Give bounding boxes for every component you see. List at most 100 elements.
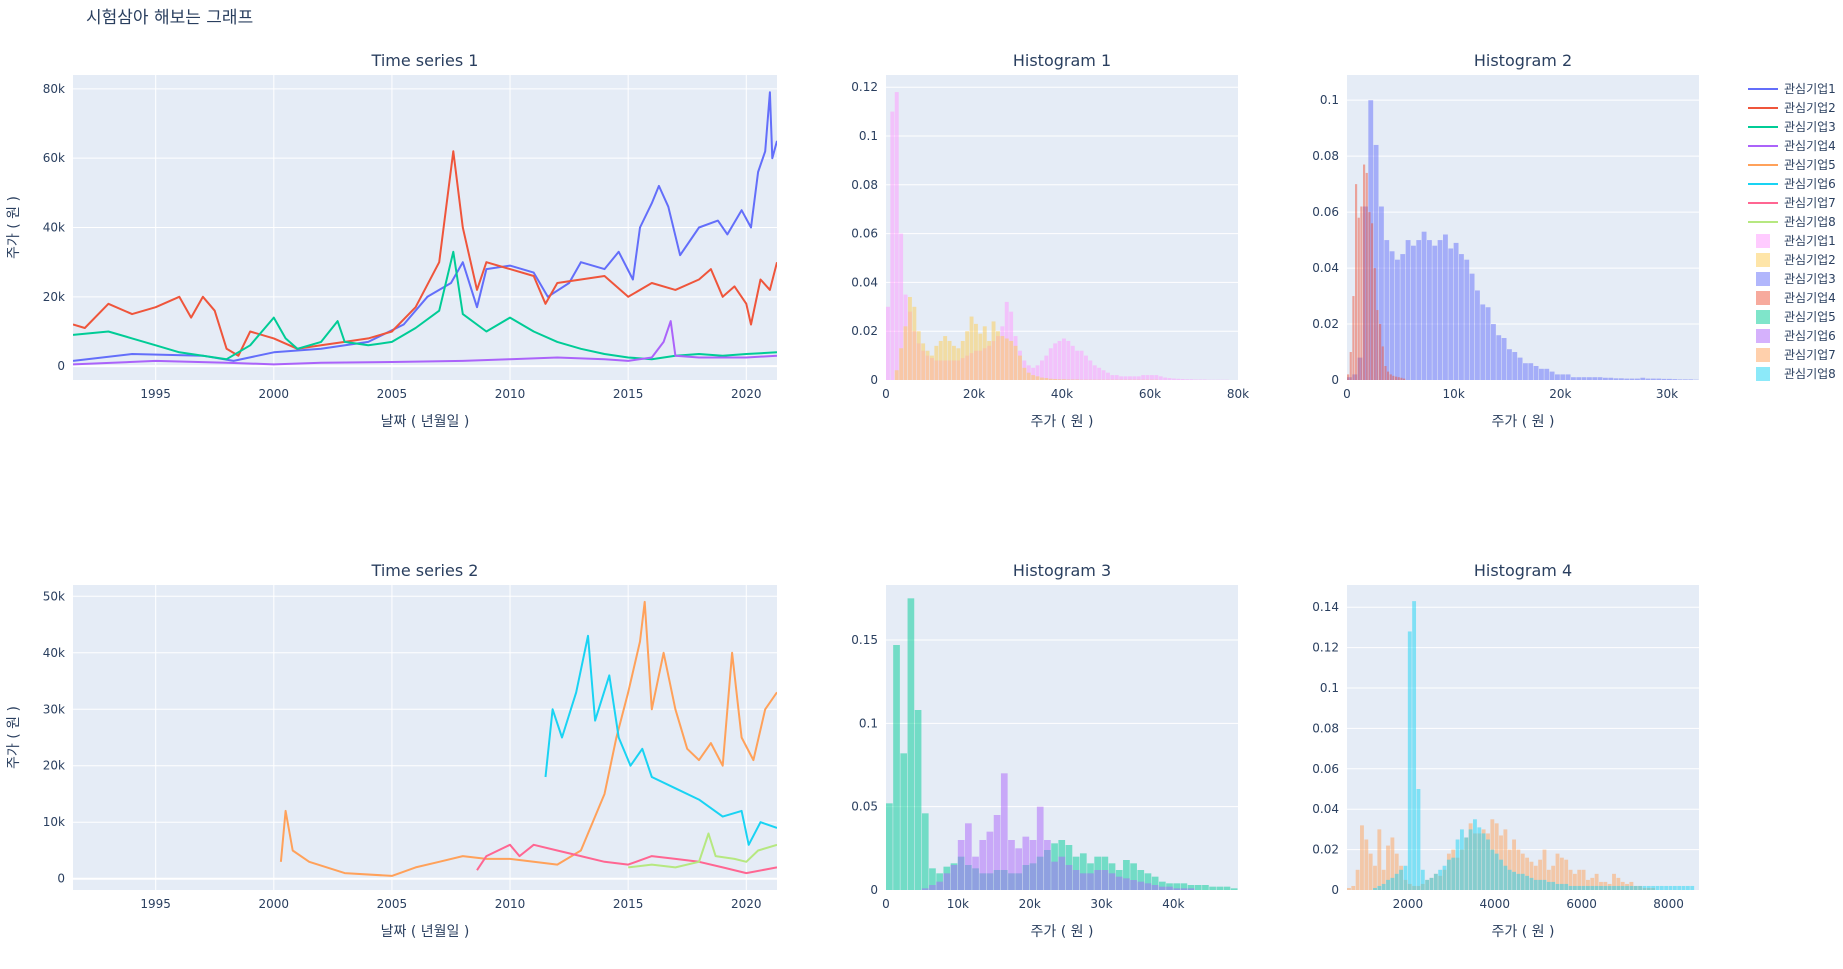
histogram-bar	[1216, 886, 1224, 890]
legend-item-line[interactable]: 관심기업3	[1748, 120, 1836, 134]
legend-item-histogram[interactable]: 관심기업3	[1756, 272, 1836, 286]
legend-item-histogram[interactable]: 관심기업2	[1756, 253, 1836, 267]
histogram-bar	[1520, 853, 1525, 890]
histogram-bar	[1475, 290, 1480, 380]
histogram-bar	[907, 598, 915, 890]
histogram-bar	[1110, 375, 1115, 380]
histogram-bar	[1539, 368, 1544, 380]
histogram-bar	[1607, 885, 1612, 890]
histogram-bar	[996, 331, 1000, 380]
histogram-bar	[1368, 100, 1374, 380]
histogram-bar	[1442, 865, 1447, 890]
marks	[279, 600, 778, 877]
y-tick-label: 20k	[43, 290, 65, 304]
histogram-bar	[1499, 859, 1503, 890]
histogram-series[interactable]	[921, 773, 1195, 890]
histogram-bar	[1145, 375, 1150, 380]
x-tick-label: 80k	[1227, 387, 1249, 401]
histogram-bar	[1533, 366, 1539, 380]
y-tick-label: 40k	[43, 221, 65, 235]
histogram-bar	[1057, 379, 1062, 380]
y-tick-label: 0.06	[851, 227, 878, 241]
legend-label: 관심기업4	[1784, 139, 1836, 153]
legend-label: 관심기업5	[1784, 158, 1836, 172]
legend-item-line[interactable]: 관심기업5	[1748, 158, 1836, 172]
x-tick-label: 2020	[731, 387, 762, 401]
histogram-series[interactable]	[1347, 164, 1406, 380]
histogram-bar	[936, 873, 943, 890]
histogram-bar	[1381, 869, 1386, 890]
legend-item-histogram[interactable]: 관심기업6	[1756, 329, 1836, 343]
series-line[interactable]	[279, 600, 777, 877]
histogram-bar	[1364, 839, 1369, 890]
legend-item-line[interactable]: 관심기업1	[1748, 82, 1836, 96]
histogram-bar	[1065, 865, 1073, 890]
legend-item-line[interactable]: 관심기업6	[1748, 177, 1836, 191]
y-tick-label: 0.02	[1312, 317, 1339, 331]
legend-item-histogram[interactable]: 관심기업5	[1756, 310, 1836, 324]
histogram-bar	[1421, 231, 1427, 380]
histogram-bar	[1389, 374, 1392, 380]
histogram-bar	[1481, 833, 1486, 890]
histogram-bar	[1029, 840, 1037, 890]
series-line[interactable]	[73, 320, 777, 366]
legend-item-histogram[interactable]: 관심기업8	[1756, 367, 1836, 381]
legend-label: 관심기업8	[1784, 367, 1836, 381]
y-axis-label: 주가 ( 원 )	[6, 706, 22, 769]
histogram-bar	[1004, 338, 1009, 380]
histogram-bar	[1094, 870, 1102, 890]
histogram-bar	[1507, 349, 1512, 380]
y-tick-label: 0	[870, 373, 878, 387]
histogram-bar	[1638, 885, 1643, 890]
legend-item-line[interactable]: 관심기업8	[1748, 215, 1836, 229]
legend[interactable]: 관심기업1 관심기업2 관심기업3 관심기업4 관심기업5 관심기업6 관심기업7 관심기업8…	[1748, 82, 1836, 381]
legend-item-histogram[interactable]: 관심기업4	[1756, 291, 1836, 305]
histogram-bar	[1379, 324, 1382, 380]
histogram-bar	[991, 321, 996, 380]
x-tick-label: 2000	[259, 387, 290, 401]
histogram-bar	[1180, 888, 1188, 890]
histogram-series[interactable]	[1373, 601, 1695, 890]
histogram-bar	[979, 840, 987, 890]
histogram-bar	[1512, 352, 1518, 380]
histogram-bar	[1651, 378, 1656, 380]
legend-item-line[interactable]: 관심기업2	[1748, 101, 1836, 115]
histogram-bar	[1603, 377, 1608, 380]
histogram-bar	[1150, 375, 1154, 380]
x-tick-label: 0	[1343, 387, 1351, 401]
y-tick-label: 0.02	[1312, 843, 1339, 857]
subplot-1: 0 20k 40k 60k 80k 1995 2000 2005 2010 2015 2020 Tim…	[6, 51, 777, 430]
histogram-bar	[1048, 378, 1053, 380]
histogram-series[interactable]	[894, 297, 1159, 380]
legend-item-histogram[interactable]: 관심기업1	[1756, 234, 1836, 248]
histogram-bar	[1079, 873, 1087, 890]
histogram-bar	[1529, 877, 1534, 890]
histogram-bar	[921, 888, 929, 890]
series-line[interactable]	[73, 91, 777, 362]
subplot-title: Histogram 3	[1013, 561, 1111, 580]
histogram-bar	[1176, 378, 1181, 380]
y-tick-label: 80k	[43, 82, 65, 96]
histogram-bar	[1349, 352, 1352, 380]
series-line[interactable]	[73, 150, 777, 357]
histogram-bar	[1690, 885, 1695, 890]
histogram-bar	[1347, 374, 1350, 380]
histogram-bar	[1538, 859, 1543, 890]
histogram-bar	[925, 350, 930, 380]
histogram-series[interactable]	[1347, 100, 1699, 380]
histogram-bar	[1659, 885, 1664, 890]
series-line[interactable]	[476, 843, 777, 875]
histogram-bar	[1114, 375, 1119, 380]
y-tick-label: 40k	[43, 646, 65, 660]
legend-item-line[interactable]: 관심기업4	[1748, 139, 1836, 153]
series-line[interactable]	[544, 634, 778, 846]
legend-item-line[interactable]: 관심기업7	[1748, 196, 1836, 210]
histogram-bar	[1088, 360, 1093, 380]
histogram-bar	[1180, 883, 1188, 890]
series-line[interactable]	[628, 832, 777, 869]
histogram-bar	[1533, 865, 1538, 890]
histogram-bar	[1411, 245, 1416, 380]
legend-item-histogram[interactable]: 관심기업7	[1756, 348, 1836, 362]
histogram-bar	[1620, 885, 1625, 890]
histogram-bar	[1036, 806, 1044, 890]
